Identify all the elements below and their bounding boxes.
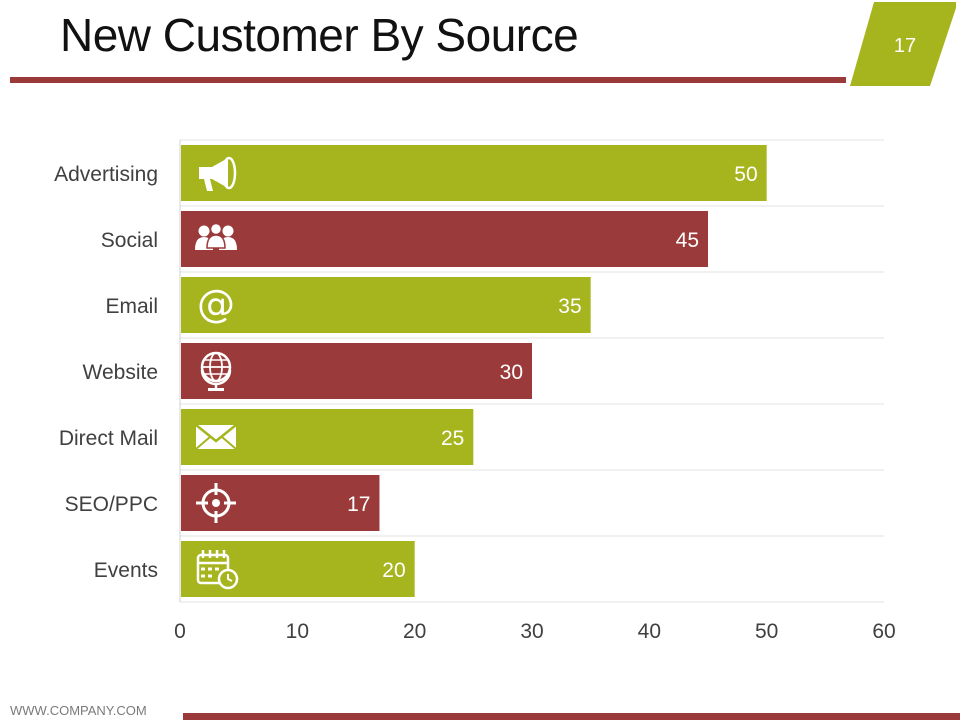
footer-rule bbox=[183, 713, 960, 720]
x-tick-label: 0 bbox=[174, 620, 186, 643]
megaphone-body bbox=[199, 158, 228, 188]
x-tick-label: 20 bbox=[403, 620, 426, 643]
calendar-day bbox=[201, 567, 205, 571]
data-label: 20 bbox=[382, 559, 405, 582]
category-label: Advertising bbox=[54, 163, 158, 186]
envelope-flap bbox=[195, 424, 237, 443]
megaphone-mouth bbox=[221, 156, 237, 190]
bar bbox=[181, 211, 708, 267]
target-icon bbox=[196, 483, 236, 523]
globe-stand-arc bbox=[200, 369, 232, 386]
calendar-day bbox=[208, 574, 212, 578]
x-tick-label: 50 bbox=[755, 620, 778, 643]
bar bbox=[181, 541, 415, 597]
globe-icon bbox=[200, 351, 232, 391]
page-title: New Customer By Source bbox=[60, 9, 579, 61]
x-tick-label: 30 bbox=[520, 620, 543, 643]
envelope-icon bbox=[195, 424, 237, 450]
category-label: SEO/PPC bbox=[65, 493, 158, 516]
megaphone-icon bbox=[199, 156, 237, 191]
bar bbox=[181, 343, 532, 399]
page-number-badge: 17 bbox=[850, 2, 956, 86]
calendar-day bbox=[215, 567, 219, 571]
category-label: Email bbox=[105, 295, 158, 318]
data-label: 50 bbox=[734, 163, 757, 186]
at-sign-icon: @ bbox=[197, 282, 235, 326]
at-glyph: @ bbox=[197, 282, 235, 326]
data-label: 45 bbox=[676, 229, 699, 252]
calendar-day bbox=[201, 574, 205, 578]
clock-hands bbox=[227, 574, 233, 582]
page-number: 17 bbox=[894, 35, 916, 57]
x-tick-label: 40 bbox=[638, 620, 661, 643]
category-label: Direct Mail bbox=[59, 427, 158, 450]
megaphone-handle bbox=[204, 179, 213, 191]
bar bbox=[181, 145, 767, 201]
data-label: 25 bbox=[441, 427, 464, 450]
target-crosshair bbox=[196, 483, 236, 523]
x-tick-label: 10 bbox=[286, 620, 309, 643]
envelope-folds bbox=[195, 436, 237, 450]
title-underline bbox=[10, 77, 846, 83]
user-head bbox=[222, 225, 234, 237]
bar bbox=[181, 277, 591, 333]
users-icon bbox=[195, 222, 237, 250]
target-center bbox=[212, 499, 220, 507]
badge-shape bbox=[850, 2, 956, 86]
data-label: 17 bbox=[347, 493, 370, 516]
data-label: 30 bbox=[500, 361, 523, 384]
x-tick-label: 60 bbox=[872, 620, 895, 643]
data-label: 35 bbox=[558, 295, 581, 318]
category-label: Social bbox=[101, 229, 158, 252]
calendar-day bbox=[208, 567, 212, 571]
category-label: Website bbox=[83, 361, 158, 384]
user-head bbox=[198, 225, 210, 237]
globe-stand-base bbox=[208, 388, 224, 391]
footer-url: WWW.COMPANY.COM bbox=[10, 703, 147, 718]
calendar-clock-icon bbox=[196, 550, 239, 590]
category-label: Events bbox=[94, 559, 158, 582]
user-body bbox=[206, 234, 226, 249]
user-head bbox=[209, 222, 223, 236]
